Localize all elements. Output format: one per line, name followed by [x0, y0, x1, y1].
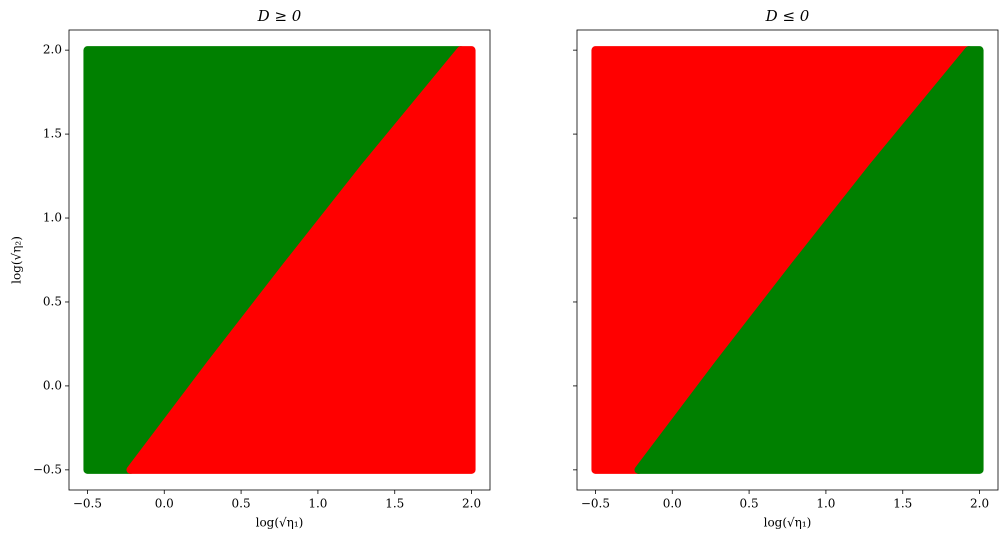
- x-tick-label: 1.0: [308, 497, 327, 511]
- x-tick-label: 2.0: [970, 497, 989, 511]
- y-tick-label: 1.5: [43, 127, 62, 141]
- x-tick-label: 1.5: [385, 497, 404, 511]
- x-axis-label: log(√η₁): [256, 516, 304, 530]
- x-tick-label: 0.5: [232, 497, 251, 511]
- chart-title: D ≤ 0: [765, 7, 810, 25]
- scatter-region: [634, 46, 984, 474]
- x-tick-label: 0.0: [663, 497, 682, 511]
- x-tick-label: 1.0: [816, 497, 835, 511]
- x-tick-label: −0.5: [581, 497, 610, 511]
- axes-frame: [576, 29, 999, 491]
- scatter-region: [126, 46, 476, 474]
- y-tick-label: 0.5: [43, 294, 62, 308]
- x-tick-label: 2.0: [462, 497, 481, 511]
- axes-frame: [68, 29, 491, 491]
- x-tick-label: 0.5: [740, 497, 759, 511]
- y-tick-label: 0.0: [43, 378, 62, 392]
- x-tick-label: 1.5: [893, 497, 912, 511]
- y-tick-label: −0.5: [33, 462, 62, 476]
- y-axis-label: log(√η₂): [10, 236, 24, 284]
- x-axis-label: log(√η₁): [764, 516, 812, 530]
- y-tick-label: 2.0: [43, 43, 62, 57]
- y-tick-label: 1.0: [43, 211, 62, 225]
- chart-title: D ≥ 0: [257, 7, 302, 25]
- x-tick-label: −0.5: [73, 497, 102, 511]
- x-tick-label: 0.0: [155, 497, 174, 511]
